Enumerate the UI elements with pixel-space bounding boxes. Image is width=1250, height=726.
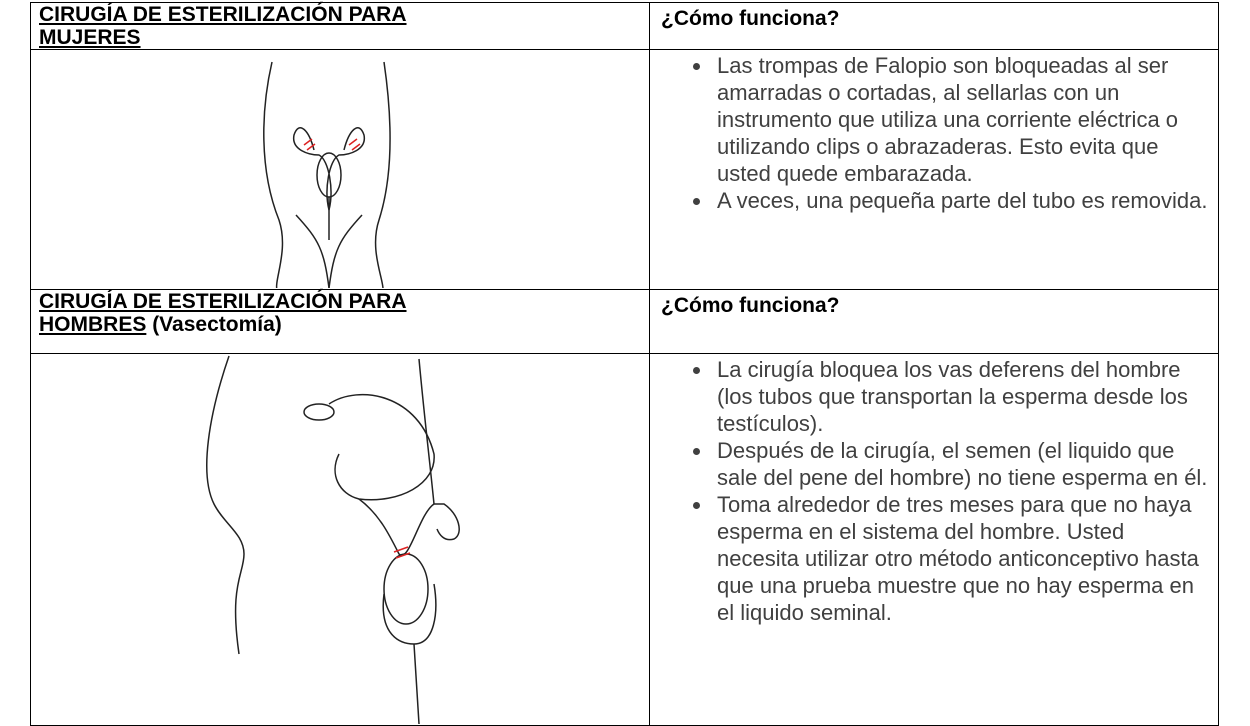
content-row: La cirugía bloquea los vas deferens del …	[30, 353, 1219, 726]
heading-row: CIRUGÍA DE ESTERILIZACIÓN PARA MUJERES ¿…	[30, 2, 1219, 50]
question: ¿Cómo funciona?	[661, 7, 840, 30]
heading-row: CIRUGÍA DE ESTERILIZACIÓN PARA HOMBRES (…	[30, 289, 1219, 354]
heading-text: CIRUGÍA DE ESTERILIZACIÓN PARA HOMBRES	[39, 290, 407, 336]
bullet: A veces, una pequeña parte del tubo es r…	[713, 187, 1210, 214]
heading-text: CIRUGÍA DE ESTERILIZACIÓN PARA MUJERES	[39, 3, 407, 49]
bullet: Las trompas de Falopio son bloqueadas al…	[713, 52, 1210, 187]
male-illustration	[206, 355, 460, 724]
bullet: Toma alrededor de tres meses para que no…	[713, 491, 1210, 626]
question: ¿Cómo funciona?	[661, 294, 840, 317]
heading: CIRUGÍA DE ESTERILIZACIÓN PARA MUJERES	[39, 3, 509, 49]
bullet-list: Las trompas de Falopio son bloqueadas al…	[658, 52, 1210, 214]
method-table: CIRUGÍA DE ESTERILIZACIÓN PARA MUJERES ¿…	[30, 2, 1219, 726]
bullet-list: La cirugía bloquea los vas deferens del …	[658, 356, 1210, 626]
heading-note: (Vasectomía)	[152, 313, 282, 336]
female-illustration	[263, 61, 391, 288]
heading: CIRUGÍA DE ESTERILIZACIÓN PARA HOMBRES (…	[39, 290, 509, 336]
content-row: Las trompas de Falopio son bloqueadas al…	[30, 49, 1219, 290]
bullet: La cirugía bloquea los vas deferens del …	[713, 356, 1210, 437]
bullet: Después de la cirugía, el semen (el liqu…	[713, 437, 1210, 491]
